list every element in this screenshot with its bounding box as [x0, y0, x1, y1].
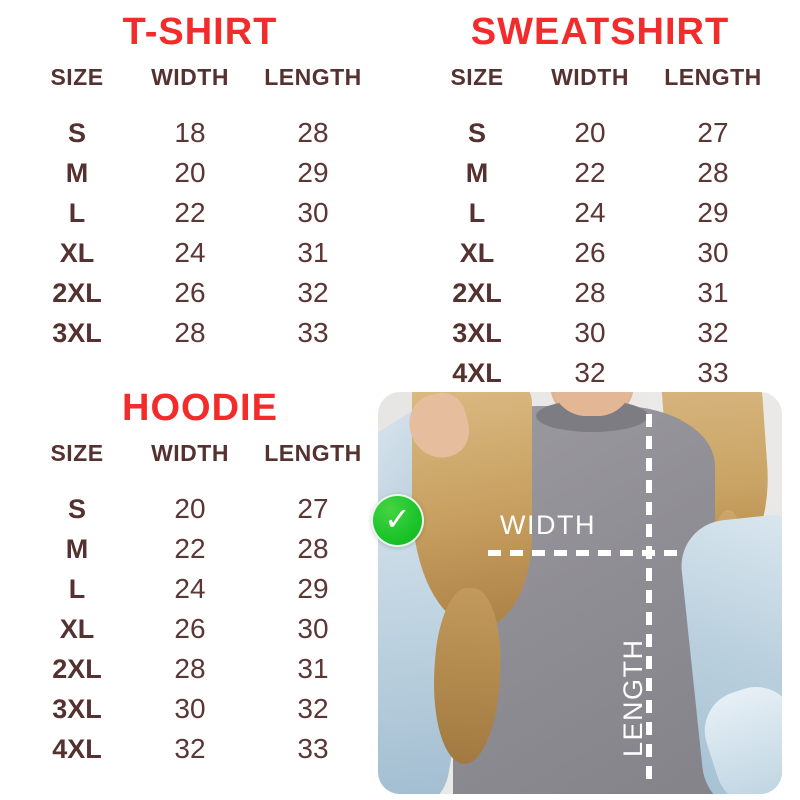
- check-badge: ✓: [371, 494, 424, 547]
- length-column-header: LENGTH: [664, 64, 762, 90]
- width-dashed-line: [488, 550, 680, 556]
- width-column-header: WIDTH: [151, 440, 229, 466]
- measurement-value: 32: [297, 277, 329, 308]
- size-label: 2XL: [52, 278, 102, 308]
- size-column-header: SIZE: [50, 64, 104, 90]
- check-icon: ✓: [384, 500, 411, 538]
- size-label: 3XL: [52, 694, 102, 724]
- measurement-value: 27: [697, 117, 729, 148]
- measurement-value: 33: [297, 317, 329, 348]
- measurement-value: 31: [697, 277, 729, 308]
- size-label: M: [465, 158, 489, 188]
- measurement-value: 31: [297, 237, 329, 268]
- size-label: S: [67, 118, 86, 148]
- hoodie-title: HOODIE: [122, 387, 278, 429]
- measurement-value: 30: [574, 317, 606, 348]
- sweatshirt-table-grid: SIZE WIDTH LENGTH S 20 27 M 22 28 L 24 29 XL 26 30 2XL 2…: [420, 56, 780, 394]
- size-label: L: [68, 574, 86, 604]
- measurement-value: 30: [297, 613, 329, 644]
- measurement-value: 26: [174, 277, 206, 308]
- measurement-value: 29: [297, 157, 329, 188]
- measurement-value: 22: [174, 533, 206, 564]
- measurement-value: 30: [697, 237, 729, 268]
- measurement-value: 24: [174, 573, 206, 604]
- measurement-value: 20: [174, 493, 206, 524]
- measurement-value: 32: [297, 693, 329, 724]
- measurement-value: 31: [297, 653, 329, 684]
- measurement-value: 18: [174, 117, 206, 148]
- measurement-value: 27: [297, 493, 329, 524]
- size-label: XL: [59, 614, 95, 644]
- length-column-header: LENGTH: [264, 440, 362, 466]
- size-label: 3XL: [452, 318, 502, 348]
- measurement-value: 29: [697, 197, 729, 228]
- tshirt-table-grid: SIZE WIDTH LENGTH S 18 28 M 20 29 L 22 30 XL 24 31 2XL 2…: [20, 56, 380, 354]
- sweatshirt-size-table: SWEATSHIRT SIZE WIDTH LENGTH S 20 27 M 22 28 L 24 2…: [420, 10, 780, 394]
- product-photo: WIDTH LENGTH: [378, 392, 782, 794]
- hoodie-table-grid: SIZE WIDTH LENGTH S 20 27 M 22 28 L 24 29 XL 26 30 2XL 2…: [20, 432, 380, 770]
- measurement-value: 32: [174, 733, 206, 764]
- measurement-value: 26: [574, 237, 606, 268]
- size-label: XL: [459, 238, 495, 268]
- measurement-value: 28: [297, 533, 329, 564]
- size-label: S: [67, 494, 86, 524]
- measurement-value: 33: [697, 357, 729, 388]
- length-dashed-line: [646, 414, 652, 788]
- measurement-value: 29: [297, 573, 329, 604]
- size-label: L: [68, 198, 86, 228]
- measurement-value: 33: [297, 733, 329, 764]
- measurement-value: 30: [174, 693, 206, 724]
- measurement-value: 20: [574, 117, 606, 148]
- size-label: 4XL: [452, 358, 502, 388]
- measurement-value: 28: [297, 117, 329, 148]
- measurement-value: 22: [174, 197, 206, 228]
- measurement-value: 24: [574, 197, 606, 228]
- measurement-value: 30: [297, 197, 329, 228]
- size-label: 3XL: [52, 318, 102, 348]
- size-label: 2XL: [452, 278, 502, 308]
- measurement-value: 24: [174, 237, 206, 268]
- measurement-value: 28: [174, 653, 206, 684]
- size-label: 2XL: [52, 654, 102, 684]
- hoodie-size-table: HOODIE SIZE WIDTH LENGTH S 20 27 M 22 28 L 24 29 XL 2…: [20, 386, 380, 770]
- sweatshirt-title: SWEATSHIRT: [470, 11, 730, 53]
- measurement-value: 22: [574, 157, 606, 188]
- size-label: 4XL: [52, 734, 102, 764]
- length-label: LENGTH: [618, 638, 648, 757]
- width-column-header: WIDTH: [551, 64, 629, 90]
- size-label: L: [468, 198, 486, 228]
- size-label: XL: [59, 238, 95, 268]
- size-label: M: [65, 158, 89, 188]
- tshirt-title: T-SHIRT: [122, 11, 278, 53]
- measurement-value: 28: [174, 317, 206, 348]
- size-column-header: SIZE: [450, 64, 504, 90]
- width-column-header: WIDTH: [151, 64, 229, 90]
- measurement-value: 26: [174, 613, 206, 644]
- length-column-header: LENGTH: [264, 64, 362, 90]
- tshirt-size-table: T-SHIRT SIZE WIDTH LENGTH S 18 28 M 20 29 L 22 30 XL…: [20, 10, 380, 354]
- measurement-value: 28: [574, 277, 606, 308]
- width-label: WIDTH: [500, 510, 596, 540]
- size-label: M: [65, 534, 89, 564]
- size-column-header: SIZE: [50, 440, 104, 466]
- size-label: S: [467, 118, 486, 148]
- measurement-value: 28: [697, 157, 729, 188]
- measurement-value: 32: [574, 357, 606, 388]
- measurement-value: 32: [697, 317, 729, 348]
- measurement-value: 20: [174, 157, 206, 188]
